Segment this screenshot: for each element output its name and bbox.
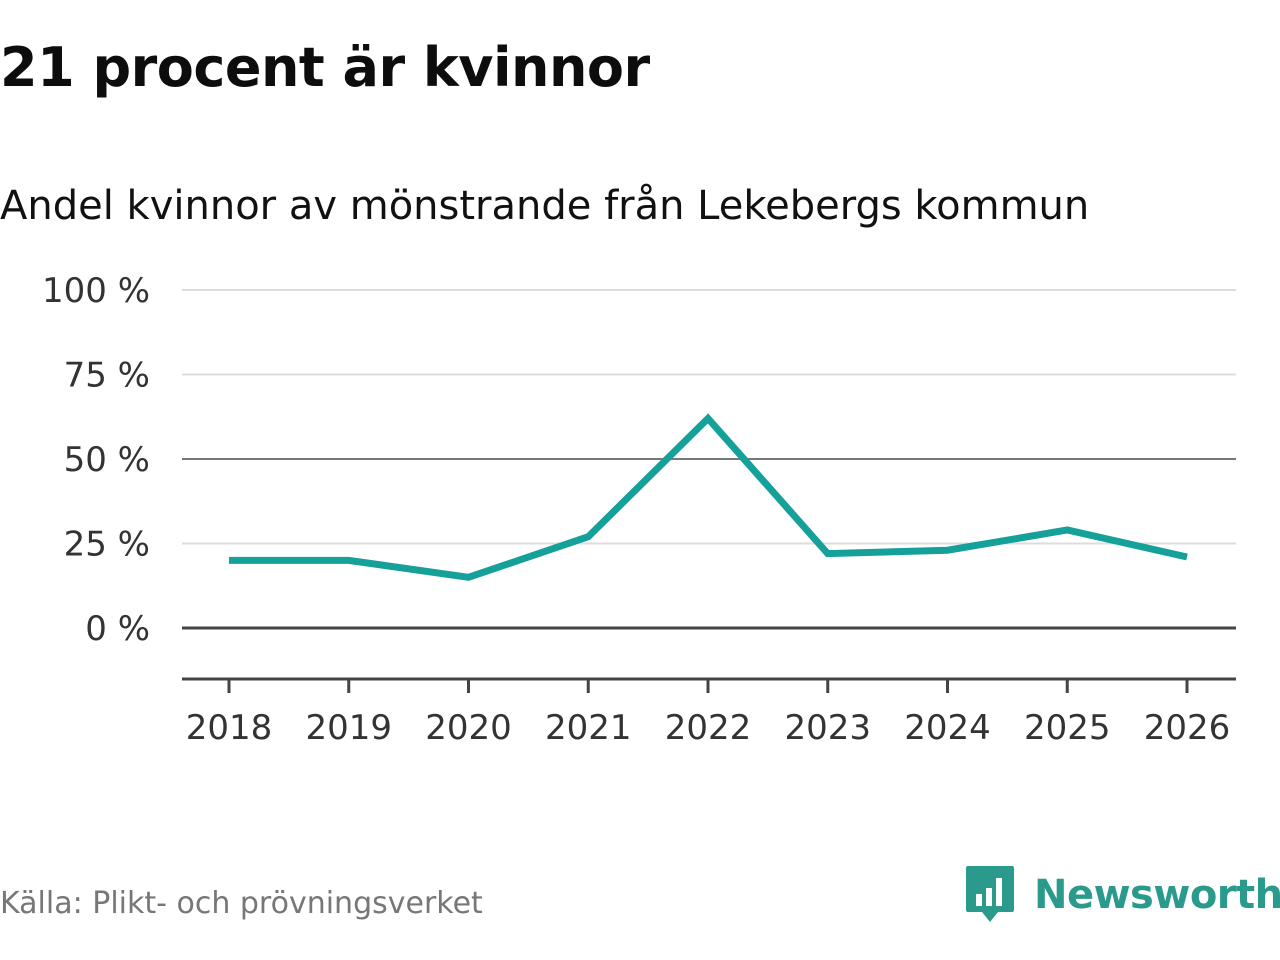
x-tick-label: 2024 xyxy=(904,708,991,748)
chart-title: 21 procent är kvinnor xyxy=(0,36,650,99)
x-tick-label: 2026 xyxy=(1144,708,1231,748)
newsworthy-logo: Newsworthy xyxy=(964,864,1280,926)
x-tick-label: 2021 xyxy=(545,708,632,748)
y-tick-label: 100 % xyxy=(42,271,150,311)
x-tick-label: 2022 xyxy=(665,708,752,748)
x-tick-label: 2020 xyxy=(425,708,512,748)
y-tick-label: 0 % xyxy=(85,609,150,649)
x-tick-label: 2025 xyxy=(1024,708,1111,748)
y-tick-label: 50 % xyxy=(64,440,150,480)
y-tick-label: 75 % xyxy=(64,356,150,396)
source-note: Källa: Plikt- och prövningsverket xyxy=(0,886,483,921)
y-tick-label: 25 % xyxy=(64,525,150,565)
x-tick-label: 2018 xyxy=(186,708,273,748)
brand-name: Newsworthy xyxy=(1034,872,1280,918)
chart-subtitle: Andel kvinnor av mönstrande från Lekeber… xyxy=(0,183,1090,229)
x-tick-label: 2019 xyxy=(305,708,392,748)
series-line xyxy=(229,413,1188,581)
x-tick-label: 2023 xyxy=(784,708,871,748)
newsworthy-logo-icon xyxy=(966,866,1014,922)
